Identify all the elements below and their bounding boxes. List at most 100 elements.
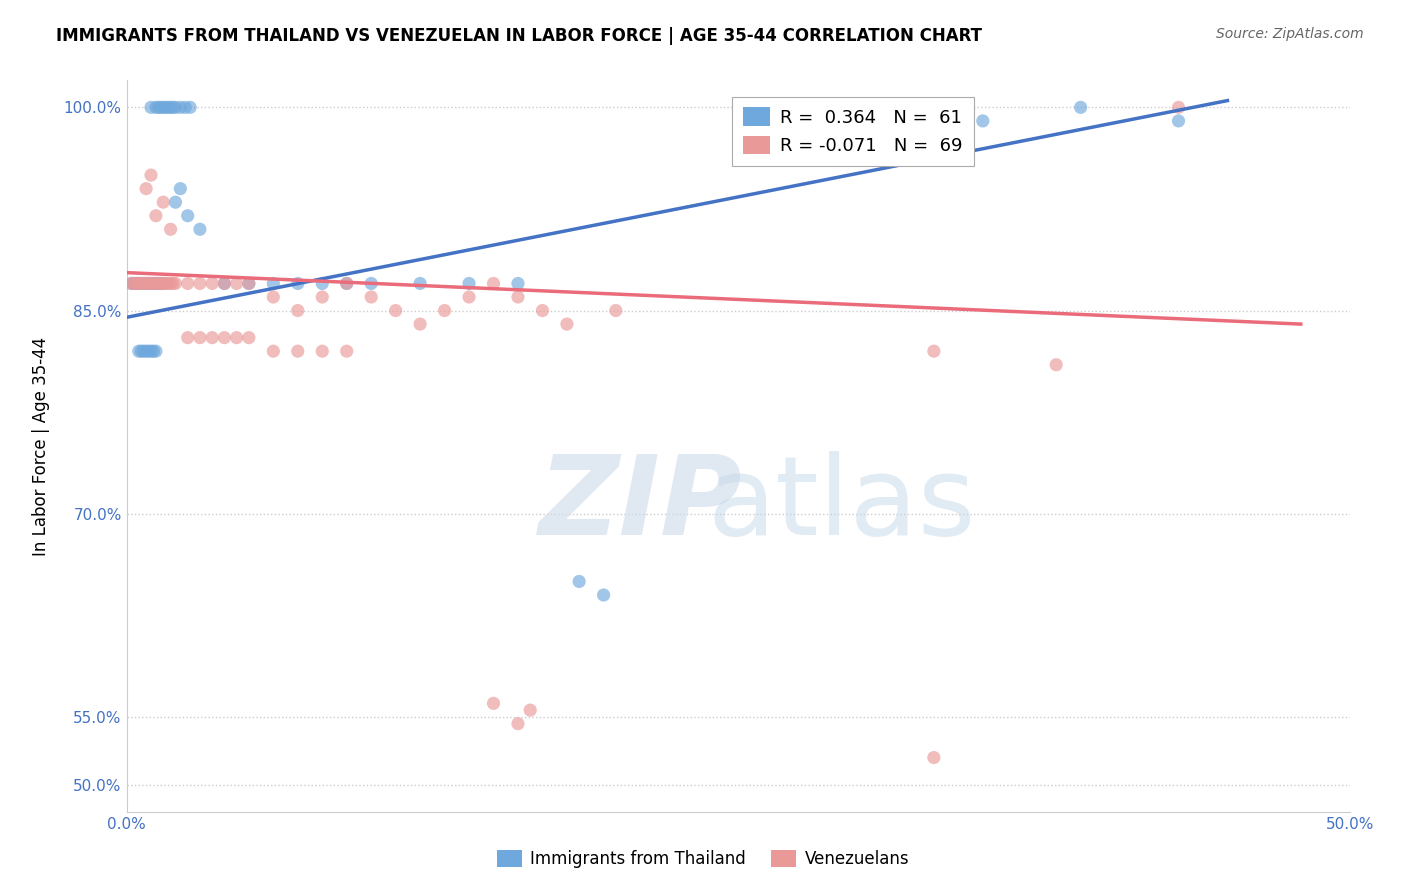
Point: [122, 277, 145, 291]
Point: [458, 290, 481, 304]
Point: [873, 128, 896, 142]
Point: [165, 100, 187, 114]
Point: [262, 344, 284, 359]
Point: [135, 277, 157, 291]
Point: [138, 277, 160, 291]
Point: [135, 181, 157, 195]
Point: [152, 277, 174, 291]
Point: [188, 277, 211, 291]
Point: [287, 277, 309, 291]
Point: [214, 331, 236, 345]
Point: [592, 588, 614, 602]
Point: [179, 100, 201, 114]
Legend: R =  0.364   N =  61, R = -0.071   N =  69: R = 0.364 N = 61, R = -0.071 N = 69: [731, 96, 974, 166]
Point: [149, 277, 172, 291]
Point: [225, 277, 247, 291]
Point: [139, 277, 162, 291]
Legend: Immigrants from Thailand, Venezuelans: Immigrants from Thailand, Venezuelans: [491, 843, 915, 875]
Point: [409, 317, 432, 331]
Point: [188, 331, 211, 345]
Point: [149, 100, 172, 114]
Point: [132, 344, 155, 359]
Point: [159, 277, 181, 291]
Point: [519, 703, 541, 717]
Point: [129, 277, 152, 291]
Point: [800, 141, 823, 155]
Point: [159, 100, 181, 114]
Point: [1070, 100, 1092, 114]
Point: [132, 277, 155, 291]
Point: [506, 716, 529, 731]
Text: Source: ZipAtlas.com: Source: ZipAtlas.com: [1216, 27, 1364, 41]
Point: [1167, 114, 1189, 128]
Point: [506, 290, 529, 304]
Point: [139, 277, 162, 291]
Point: [482, 277, 505, 291]
Point: [165, 277, 187, 291]
Point: [555, 317, 578, 331]
Point: [177, 277, 200, 291]
Point: [145, 209, 167, 223]
Point: [138, 344, 160, 359]
Point: [132, 277, 155, 291]
Point: [506, 277, 529, 291]
Point: [336, 344, 359, 359]
Point: [458, 277, 481, 291]
Point: [409, 277, 432, 291]
Point: [1045, 358, 1067, 372]
Point: [148, 277, 170, 291]
Point: [201, 331, 224, 345]
Point: [155, 100, 177, 114]
Point: [922, 750, 945, 764]
Point: [174, 100, 197, 114]
Point: [360, 277, 382, 291]
Point: [214, 277, 236, 291]
Point: [152, 277, 174, 291]
Point: [238, 277, 260, 291]
Point: [122, 277, 145, 291]
Point: [169, 100, 191, 114]
Point: [482, 697, 505, 711]
Point: [139, 344, 162, 359]
Point: [360, 290, 382, 304]
Point: [128, 277, 150, 291]
Point: [135, 344, 157, 359]
Point: [287, 344, 309, 359]
Point: [922, 344, 945, 359]
Text: atlas: atlas: [707, 451, 976, 558]
Point: [129, 344, 152, 359]
Point: [311, 277, 333, 291]
Point: [157, 277, 180, 291]
Point: [336, 277, 359, 291]
Point: [177, 331, 200, 345]
Point: [262, 290, 284, 304]
Point: [568, 574, 591, 589]
Text: ZIP: ZIP: [538, 451, 742, 558]
Point: [152, 195, 174, 210]
Point: [214, 277, 236, 291]
Point: [129, 277, 152, 291]
Text: IMMIGRANTS FROM THAILAND VS VENEZUELAN IN LABOR FORCE | AGE 35-44 CORRELATION CH: IMMIGRANTS FROM THAILAND VS VENEZUELAN I…: [56, 27, 983, 45]
Point: [149, 277, 172, 291]
Point: [238, 277, 260, 291]
Point: [138, 277, 160, 291]
Point: [433, 303, 456, 318]
Point: [188, 222, 211, 236]
Point: [605, 303, 627, 318]
Point: [262, 277, 284, 291]
Point: [972, 114, 994, 128]
Point: [135, 277, 157, 291]
Point: [128, 344, 150, 359]
Point: [287, 303, 309, 318]
Point: [152, 100, 174, 114]
Point: [311, 290, 333, 304]
Point: [139, 100, 162, 114]
Point: [148, 277, 170, 291]
Point: [531, 303, 554, 318]
Point: [145, 100, 167, 114]
Point: [165, 195, 187, 210]
Point: [120, 277, 142, 291]
Point: [139, 168, 162, 182]
Point: [148, 100, 170, 114]
Point: [155, 277, 177, 291]
